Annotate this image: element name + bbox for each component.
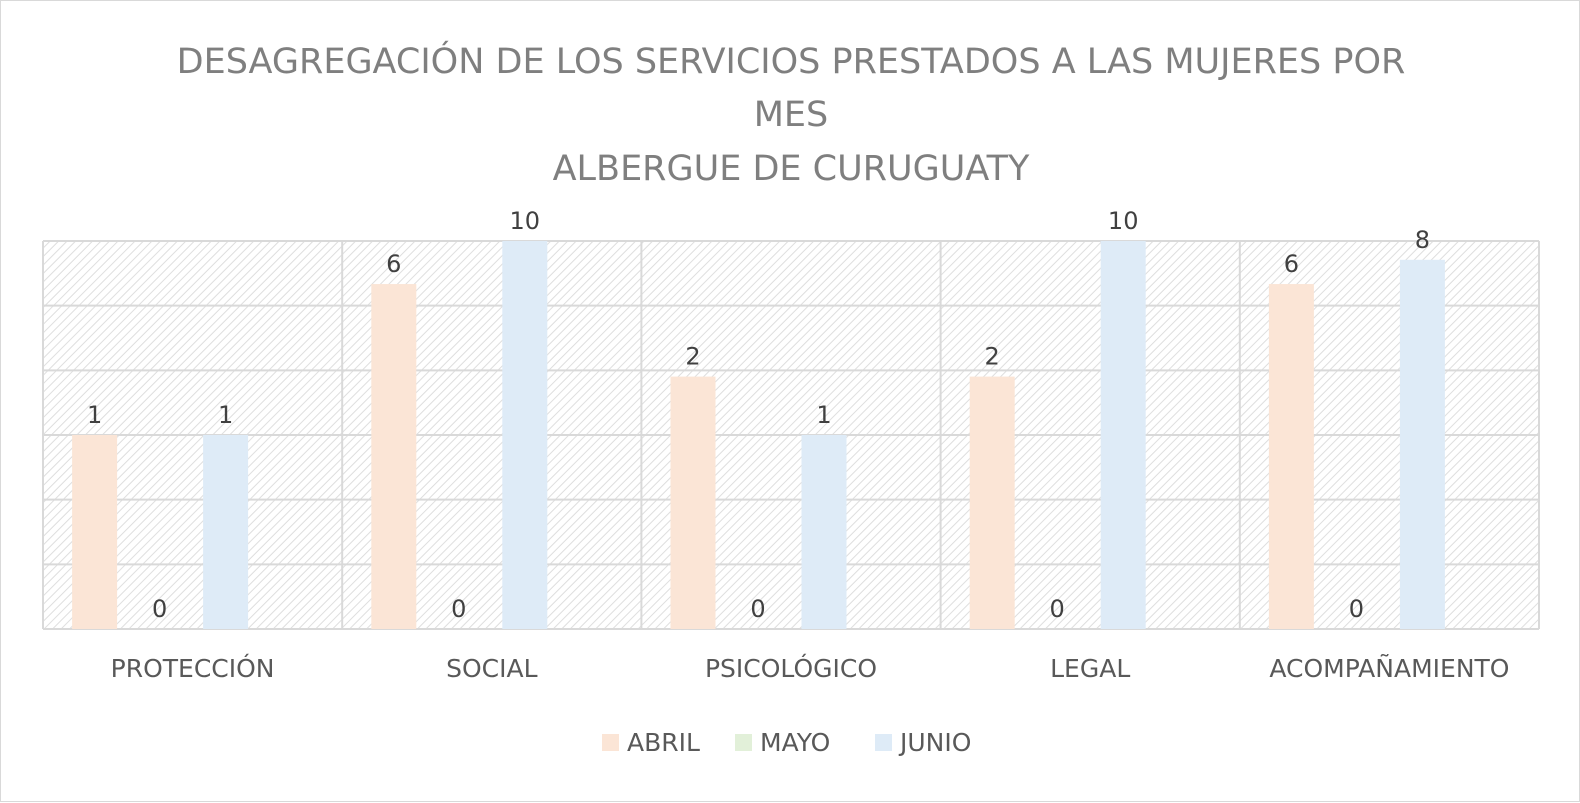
data-labels: 1 6 2 2 6 0 0 0 0 0 1 10 1 10 8 [87,207,1430,623]
data-label-abril: 2 [985,343,1000,371]
bar-junio [1100,241,1146,629]
data-label-mayo: 0 [1050,595,1065,623]
legend-swatch-mayo [735,734,752,751]
data-label-mayo: 0 [1349,595,1364,623]
data-label-junio: 1 [816,401,831,429]
bars [72,241,1445,629]
bar-abril [969,376,1015,629]
data-label-junio: 10 [1108,207,1139,235]
chart-title: DESAGREGACIÓN DE LOS SERVICIOS PRESTADOS… [177,40,1406,189]
bar-abril [670,376,716,629]
category-label: PSICOLÓGICO [705,653,877,683]
bar-junio [502,241,548,629]
legend-label-junio: JUNIO [898,728,971,757]
bar-junio [801,435,847,629]
data-label-junio: 8 [1415,226,1430,254]
data-label-abril: 6 [386,250,401,278]
bar-junio [203,435,249,629]
legend-swatch-junio [875,734,892,751]
data-label-abril: 1 [87,401,102,429]
category-label: PROTECCIÓN [111,653,275,683]
category-label: SOCIAL [446,654,537,683]
bar-abril [371,284,417,629]
data-label-mayo: 0 [451,595,466,623]
category-label: LEGAL [1050,654,1130,683]
data-label-mayo: 0 [750,595,765,623]
legend-label-abril: ABRIL [627,728,700,757]
chart-title-line-1: DESAGREGACIÓN DE LOS SERVICIOS PRESTADOS… [177,40,1406,82]
bar-abril [72,435,118,629]
legend-label-mayo: MAYO [760,728,830,757]
data-label-mayo: 0 [152,595,167,623]
category-label: ACOMPAÑAMIENTO [1269,653,1509,683]
legend: ABRIL MAYO JUNIO [602,728,971,757]
category-axis-labels: PROTECCIÓN SOCIAL PSICOLÓGICO LEGAL ACOMPAÑA… [111,653,1510,683]
chart-title-line-3: ALBERGUE DE CURUGUATY [553,149,1030,189]
data-label-abril: 2 [685,343,700,371]
data-label-junio: 10 [510,207,541,235]
data-label-junio: 1 [218,401,233,429]
chart-title-line-2: MES [754,95,829,135]
data-label-abril: 6 [1284,250,1299,278]
legend-swatch-abril [602,734,619,751]
bar-junio [1399,259,1445,629]
bar-abril [1268,284,1314,629]
